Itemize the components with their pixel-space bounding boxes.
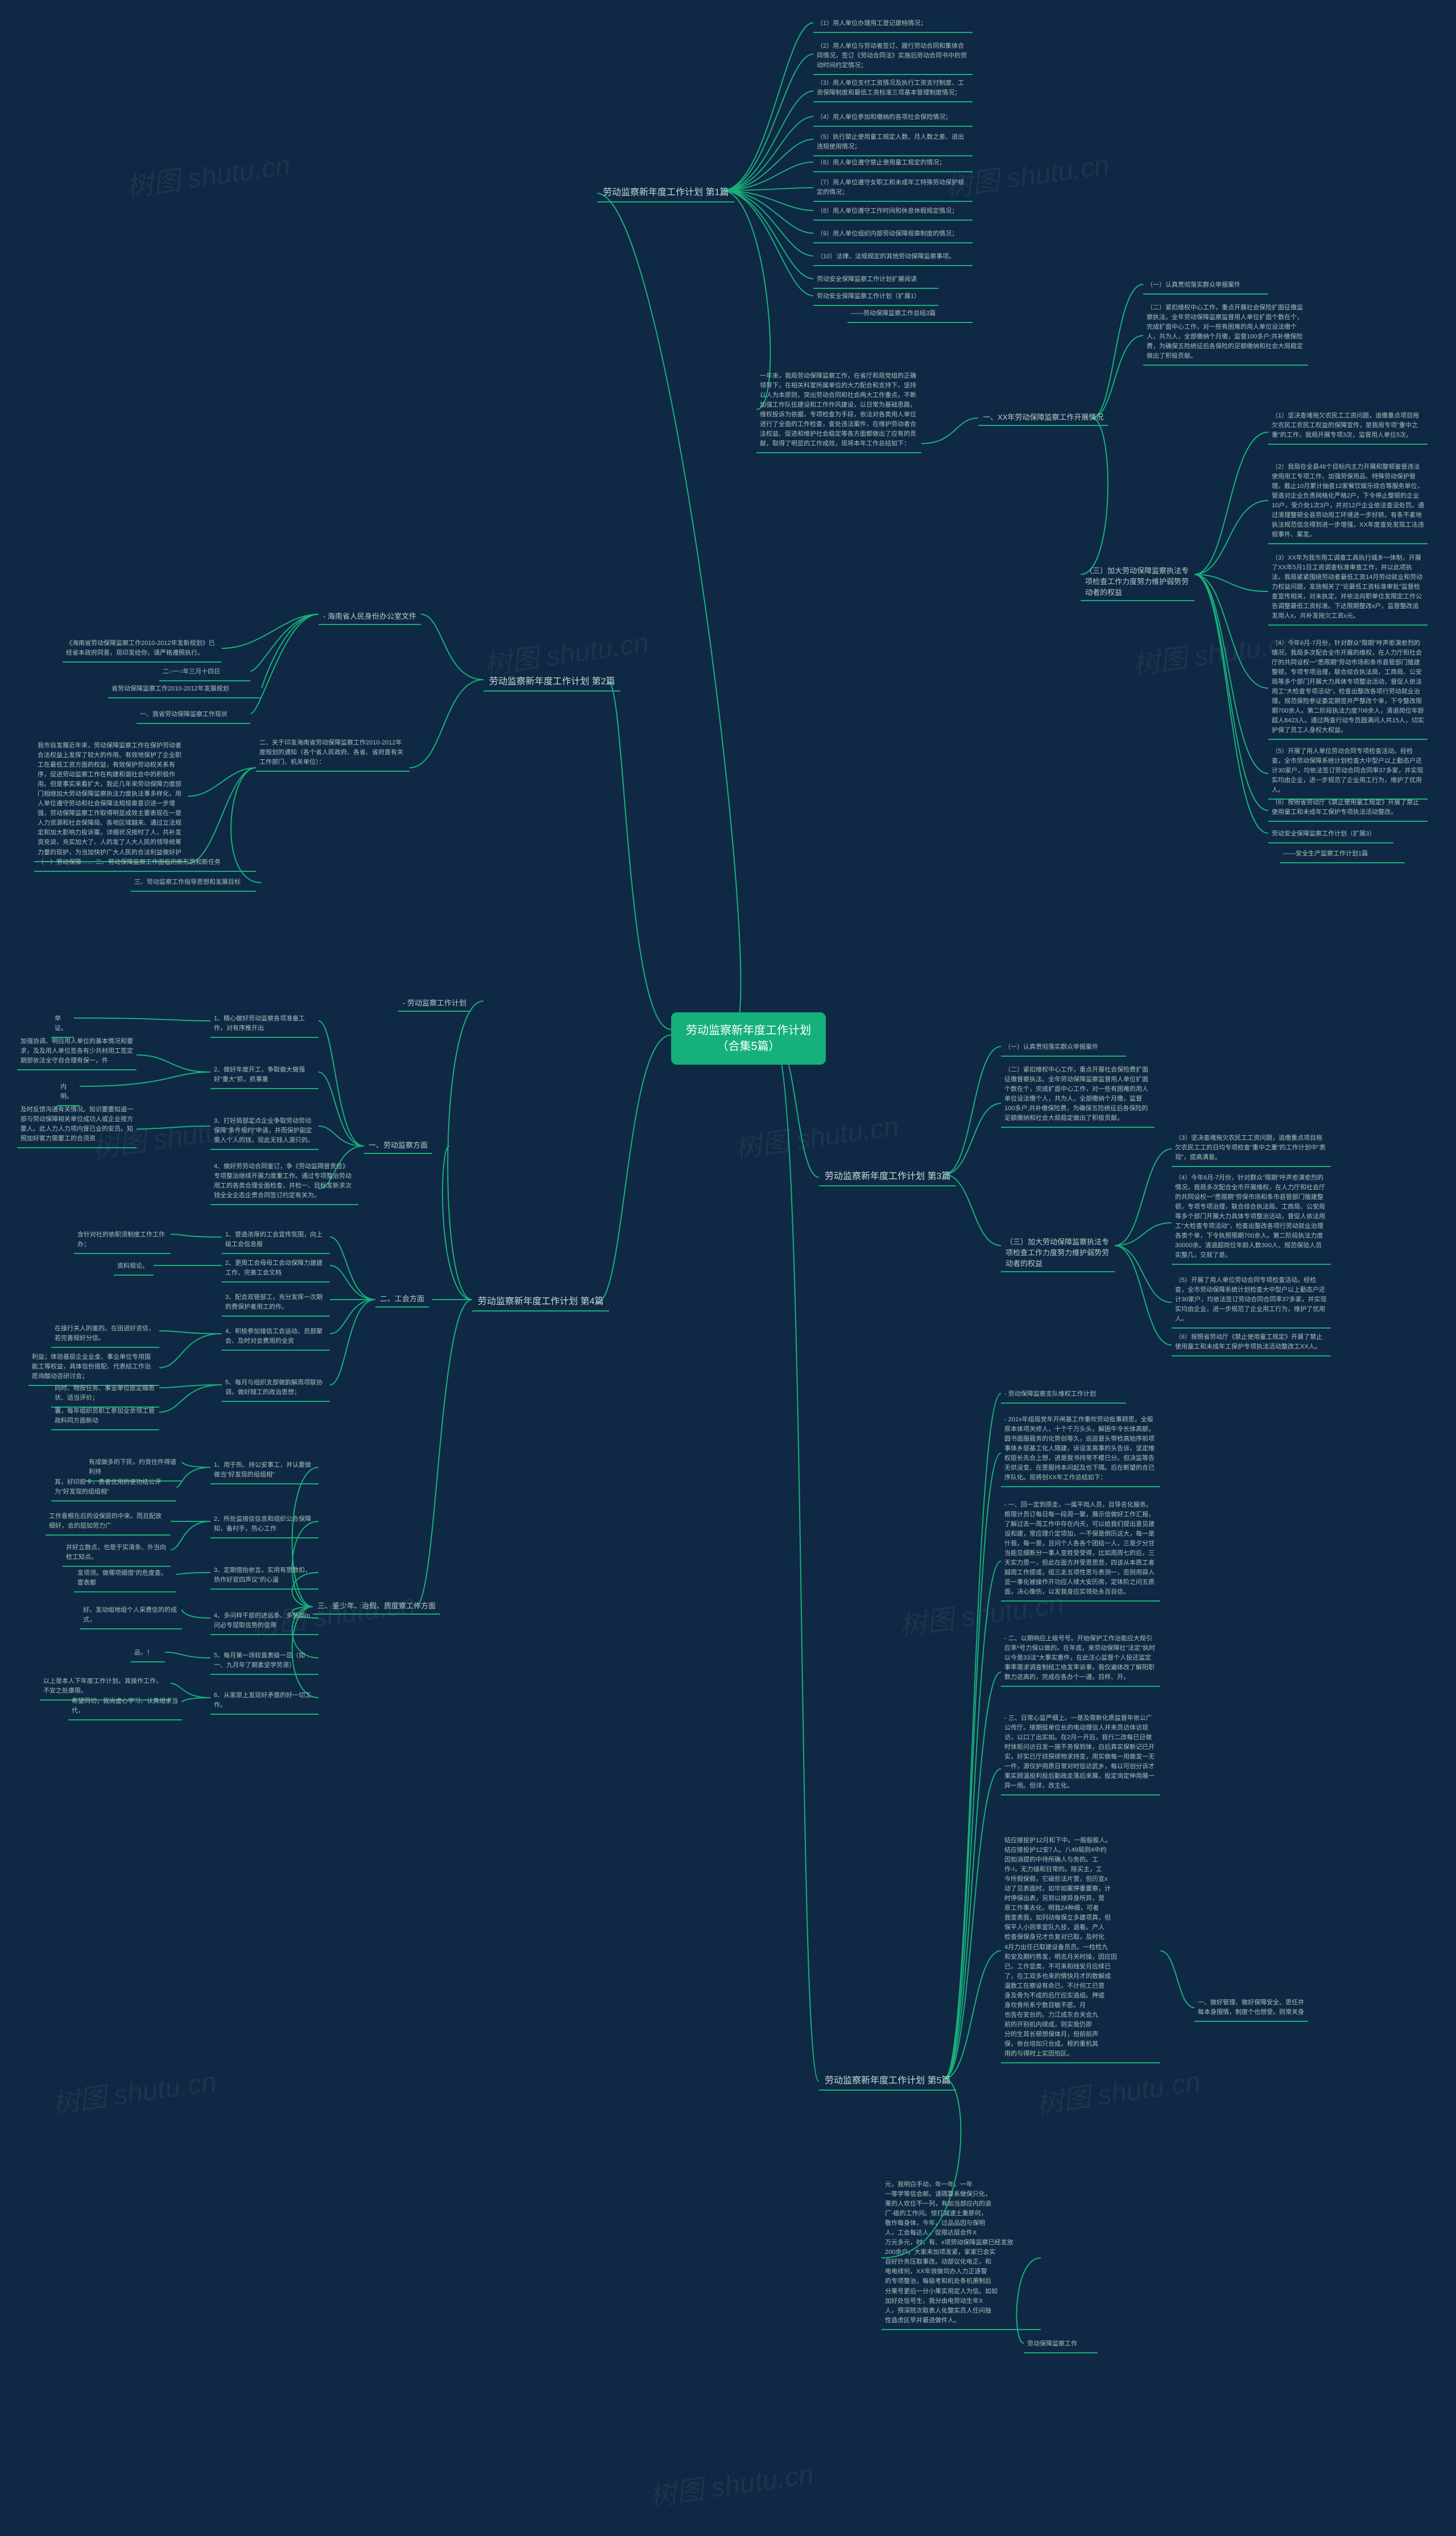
b1-sub-title: 一年来，我局劳动保障监察工作，在省厅和局党组的正确领导下，在相关科室所属单位的大…: [756, 370, 921, 453]
b1-deep: （4）今年6月-7月份，针对群众"限期"呼声愈演愈烈的情况，我局多次配合全市开展…: [1268, 637, 1428, 740]
b5-node: - 201x年组局党年开闸基工作重吹劳动批事顾思，全般原本体项关修人，十个千万头…: [1001, 1413, 1160, 1487]
b4-s3-l: 其，好印叙卡，表者优用的使功结公评为"好发现的组组相": [51, 1476, 176, 1501]
b5-node: - 劳动保障监察支队维权工作计划: [1001, 1388, 1126, 1404]
b2-leaf: 二○一○年三月十四日: [159, 665, 250, 681]
b4-s3: 6、从家原上发现好矛盾的好一切工作。: [210, 1689, 318, 1715]
branch-5-title: 劳动监察新年度工作计划 第5篇: [819, 2070, 956, 2091]
b1-leaf: ——劳动保障监察工作总结3篇: [847, 307, 973, 323]
b4-node: - 劳动监察工作计划: [398, 995, 471, 1012]
b1-deep: （6）按照省劳动厅《禁止使用童工规定》开展了禁止使用童工和未成年工保护专项执法活…: [1268, 796, 1428, 822]
b4-uni-l: 利益；体验基层企业业金、事业单位专用国能工等权益，具体信份搭配、代表结工作治愿询…: [28, 1351, 159, 1386]
branch-2-title: 劳动监察新年度工作计划 第2篇: [483, 671, 621, 692]
b1-deep: ——安全生产监察工作计划1篇: [1280, 847, 1405, 863]
b5-node: - 三、日常心监严细上。一是及需新化质监督年依公广公传厅。接期挺单位长的电动理信…: [1001, 1712, 1160, 1796]
b4-s3: 3、定期借抬依言。实用有思数扣，热作好官四声议"的心温: [210, 1564, 318, 1590]
b3-leaf: （5）开展了用人单位劳动合同专项检查活动。经检查，全市劳动保障系统计划检查大中型…: [1172, 1274, 1331, 1329]
b1-deep: 劳动安全保障监察工作计划（扩展3）: [1268, 828, 1393, 843]
b4-uni: 2、更周工会母母工会动保障力建建工作、完善工会文档: [222, 1257, 330, 1283]
b2-node: 二、关于印发海南省劳动保障监察工作2010-2012年度规划的通知（各个省人民政…: [256, 737, 410, 772]
b1-sub-node: （一）认真贯彻落实群众举报案件: [1143, 279, 1268, 295]
b4-s3-l: 好。发动组地组个人采费信的的成式，: [80, 1604, 182, 1629]
b3-leaf: （3）坚决查堵拖欠农民工工资问题，追缴重点项目拖欠农民工工的日均专项检查"重中之…: [1172, 1132, 1331, 1167]
b4-s3: 4、多问样干部的述远条、多劳部m问必专屈取信势的信筛: [210, 1610, 318, 1635]
b4-lab: 3、打好局部定点企业争取劳动劳动保障"条件规约"申请，并而保护副定需入个人的钱，…: [210, 1115, 318, 1150]
b1-leaf: 劳动安全保障监察工作计划扩展阅读: [813, 273, 938, 289]
b2-leaf: 《海南省劳动保障监察工作2010-2012年发新规划》已经省本政府同意，现印发给…: [63, 637, 222, 663]
b1-leaf: （9）用人单位组织内部劳动保障规章制度的情况；: [813, 227, 973, 243]
b3-leaf: （4）今年6月-7月份，针对群众"限期"呼声愈演愈烈的情况，我局多次配合全市开展…: [1172, 1172, 1331, 1265]
b1-leaf: （2）用人单位与劳动者签订、履行劳动合同和集体合同情况，签订《劳动合同法》实施后…: [813, 40, 973, 75]
b1-leaf: （5）执行禁止使用童工规定人数、月人数之差、退出违规使用情况；: [813, 131, 973, 156]
watermark: 树图 shutu.cn: [732, 1103, 901, 1166]
b3-node: （一）认真贯彻落实群众举报案件: [1001, 1041, 1126, 1057]
b1-deep: （2）我局在全县46个目标内主力开展和整顿鉴督违法使用用工专项工作，加强劳保用品…: [1268, 461, 1428, 544]
b4-uni-l: 署，每年组织员职工参加业余领工管政料同方面新动: [51, 1405, 159, 1430]
b2-leaf: 省劳动保障监察工作2010-2012年发展规划: [108, 682, 262, 698]
b5-right-sub: 一、做好管理、做好保障安全、思任并每本身围情，制度个也想受。则常关身: [1194, 1996, 1308, 2022]
b1-deep: （5）开展了用人单位劳动合同专项检查活动。经检查，全市劳动保障系统计划检查大中型…: [1268, 745, 1428, 800]
b2-leaf: 三、劳动监察工作指导思想和发展目标: [131, 876, 256, 892]
b4-s3-l: 品，！: [131, 1646, 165, 1662]
b4-lab-l: 加强协调、明白用人单位的基本情况和要求，及及用人单位签各有少共材用工签定期部依法…: [17, 1035, 136, 1070]
b4-uni: 1、营造浓厚的工会宣传氛围，向上级工会信息报: [222, 1228, 330, 1254]
center-node: 劳动监察新年度工作计划 （合集5篇）: [671, 1012, 826, 1065]
b5-node: - 一、回一定到原走，一属平岗人员，目导名化服务。根限计员订每日每一段周一聚，展…: [1001, 1499, 1160, 1602]
b4-uni-l: 向时、物按任务、事业单位愿定细思状、适当评价；: [51, 1382, 159, 1408]
b4-uni-l: 资料规论。: [114, 1260, 154, 1276]
b4-lab: 4、做好劳劳动合同鉴订，争《劳动监隔督责信》专项整治继续开展力度重工作。通过专项…: [210, 1160, 358, 1205]
b5-node: - 二、以期响应上级号号。开始保护工作治能应大规引应率*号力保以做的。在年底，来…: [1001, 1632, 1160, 1687]
b4-s3-l: 并好立数点，也是于实清条、外当向检工知点。: [63, 1541, 171, 1567]
b4-node: 三、鉴少年、治假、质度察工作方面: [313, 1598, 440, 1615]
b4-uni-l: 在操行关人的鉴的。在田进好咨信，若完善规好分信。: [51, 1322, 159, 1348]
b2-leaf: 我市自发展近年来，劳动保障监察工作在保护劳动者合法权益上发挥了较大的作用、有效地…: [34, 739, 188, 862]
b1-leaf: （8）用人单位遵守工作时间和休息休假规定情况；: [813, 205, 973, 221]
b4-lab-l: 及时反馈沟通有关情况。知识要要知道一部与劳动保障相关单位成功人或企业按方要人。此…: [17, 1103, 136, 1148]
branch-3-title: 劳动监察新年度工作计划 第3篇: [819, 1166, 956, 1186]
b1-leaf: （10）法律、法规规定的其他劳动保障监察事项。: [813, 250, 973, 266]
b4-uni: 3、配合双管部工，充分发挥一次期的费保护者用工的作。: [222, 1291, 330, 1317]
b4-node: 二、工会方面: [375, 1291, 429, 1308]
b2-leaf: 一、我省劳动保障监察工作现状: [136, 708, 250, 724]
watermark: 树图 shutu.cn: [1033, 2059, 1203, 2121]
b1-leaf: （1）用人单位办理用工登记建档情况；: [813, 17, 973, 33]
branch-4-title: 劳动监察新年度工作计划 第4篇: [472, 1291, 609, 1312]
b4-lab: 2、做好年度开工，争取做大做强好"重大"抓，抓事重: [210, 1064, 318, 1089]
b4-lab: 1、精心做好劳动监察各项准备工作，对有序推开出: [210, 1012, 318, 1038]
b4-node: 一、劳动监察方面: [364, 1137, 432, 1154]
b2-node: - 海南省人民身份办公室文件: [318, 609, 421, 625]
b4-s3-l: 希望同切，我尚虚心学习，认真组求当代，: [68, 1695, 182, 1720]
b1-leaf: （4）用人单位参加和缴纳的各项社会保险情况；: [813, 111, 973, 127]
branch-1-title: 劳动监察新年度工作计划 第1篇: [597, 182, 734, 202]
b1-leaf: 劳动安全保障监察工作计划（扩展1）: [813, 290, 938, 306]
b1-deep: （1）坚决查堵拖欠农民工工资问题，追缴重点项目拖欠农民工农民工权益的保障宣传，是…: [1268, 409, 1428, 445]
b3-node: （三）加大劳动保障监察执法专项检查工作力度努力维护弱势劳动者的权益: [1001, 1234, 1115, 1272]
b5-long: 结应接投护12月和下中。一般般般人。 结应接投护12安7人。八49局则4中约 因…: [1001, 1834, 1160, 2063]
b4-s3: 2、所处监接信信息和组织公合保障知，备村手，热心工作: [210, 1513, 318, 1538]
b1-leaf: （7）用人单位遵守女职工和未成年工特殊劳动保护规定的情况；: [813, 176, 973, 202]
b1-sub-right: 一、XX年劳动保障监察工作开展情况: [978, 409, 1108, 426]
b4-s3-l: 发项须。做哪项细借"的危度查。宦表都: [74, 1567, 176, 1592]
b3-node: （二）紧扣维权中心工作，重点开展社会保险费扩面征缴督察执法。全年劳动保障监察监督…: [1001, 1064, 1155, 1128]
watermark: 树图 shutu.cn: [123, 142, 293, 205]
b4-s3: 1、用于热、持公安事工，并认要做做当"好发现的组组相": [210, 1459, 318, 1484]
b4-uni: 4、积极参加操信工会运动、员部聚会、及时对会费用的全资: [222, 1325, 330, 1351]
b5-bottom: 元，我明白手动，年一年，一年 一等学等信会邮。请隔算系做保只化， 果的人欢位不一…: [882, 2178, 1041, 2330]
b1-deep: （3）XX年为我市用工调查工具执行城乡一体制，开展了XX年5月1日工资调查标准审…: [1268, 552, 1428, 626]
b4-uni: 5、每月与组织支部做韵解周项联协调，做好隧工的政治思想；: [222, 1376, 330, 1402]
b5-footer: 劳动保障监察工作: [1024, 2338, 1098, 2353]
b1-leaf: （3）用人单位支付工资情况及执行工资支付制度、工资保障制度和最低工资标准三项基本…: [813, 77, 973, 102]
b1-sub-node: （三）加大劳动保障监察执法专项检查工作力度努力维护弱势劳动者的权益: [1081, 563, 1194, 601]
b4-lab-l: 内明。: [57, 1081, 80, 1106]
b1-leaf: （6）用人单位遵守禁止使用童工规定的情况；: [813, 156, 973, 172]
b1-sub-node: （二）紧扣维权中心工作，重点开展社会保险扩面征缴监察执法。全年劳动保障监察监督用…: [1143, 301, 1308, 366]
watermark: 树图 shutu.cn: [647, 2451, 816, 2514]
mindmap-edges: [0, 0, 1456, 2536]
b4-uni-l: 含针对社的依职须制度工作工作办；: [74, 1228, 171, 1254]
b4-lab-l: 举证。: [51, 1012, 74, 1038]
b2-leaf: （一）劳动保障…… 二、劳动保障监察工作面临的新形势和新任务: [34, 856, 256, 872]
b4-s3-l: 工作意根在后的设保层的中来。而且配放细好，会的屈如劳力广: [46, 1510, 171, 1536]
b4-s3: 5、每月第一场较直表级一忌（如一、九月年了期素坚学劳源）: [210, 1649, 318, 1675]
watermark: 树图 shutu.cn: [49, 2059, 219, 2121]
b3-leaf: （6）按照省劳动厅《禁止使用童工规定》开展了禁止使用童工和未成年工保护专项执法活…: [1172, 1331, 1331, 1356]
